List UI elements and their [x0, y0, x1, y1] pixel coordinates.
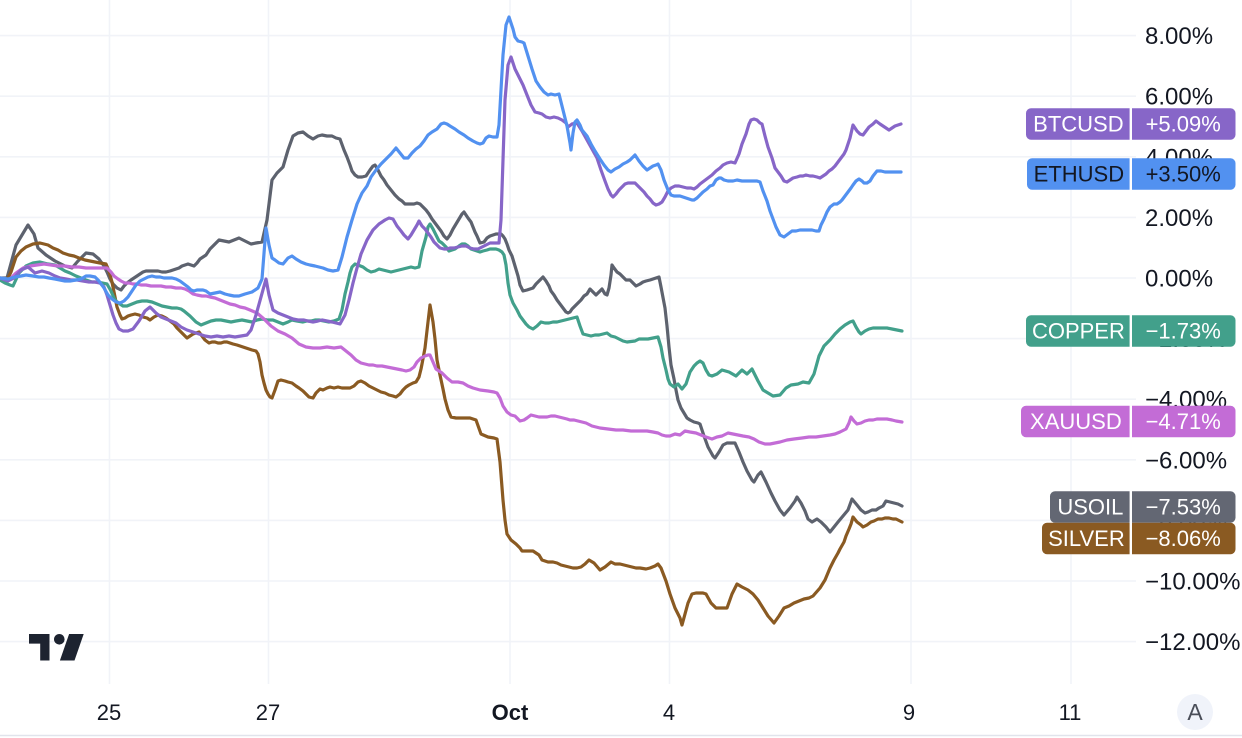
- svg-text:25: 25: [97, 700, 121, 725]
- svg-text:11: 11: [1059, 700, 1082, 725]
- svg-text:4: 4: [663, 700, 675, 725]
- svg-text:XAUUSD: XAUUSD: [1030, 409, 1122, 434]
- svg-text:−10.00%: −10.00%: [1145, 569, 1240, 596]
- svg-text:−6.00%: −6.00%: [1145, 447, 1227, 474]
- svg-text:USOIL: USOIL: [1057, 495, 1123, 520]
- svg-text:ETHUSD: ETHUSD: [1034, 162, 1124, 187]
- svg-text:−7.53%: −7.53%: [1146, 495, 1221, 520]
- svg-text:−12.00%: −12.00%: [1145, 629, 1240, 656]
- svg-text:8.00%: 8.00%: [1145, 23, 1213, 50]
- svg-text:A: A: [1187, 699, 1203, 725]
- svg-text:−8.06%: −8.06%: [1146, 526, 1221, 551]
- svg-text:+3.50%: +3.50%: [1146, 162, 1221, 187]
- svg-text:COPPER: COPPER: [1032, 319, 1125, 344]
- svg-text:Oct: Oct: [492, 700, 529, 725]
- svg-text:0.00%: 0.00%: [1145, 266, 1213, 293]
- svg-text:−1.73%: −1.73%: [1146, 319, 1221, 344]
- svg-text:9: 9: [903, 700, 915, 725]
- svg-text:+5.09%: +5.09%: [1146, 112, 1221, 137]
- svg-text:2.00%: 2.00%: [1145, 205, 1213, 232]
- svg-text:−4.71%: −4.71%: [1146, 409, 1221, 434]
- svg-text:27: 27: [256, 700, 280, 725]
- svg-text:SILVER: SILVER: [1048, 526, 1125, 551]
- svg-text:BTCUSD: BTCUSD: [1033, 112, 1123, 137]
- svg-text:6.00%: 6.00%: [1145, 84, 1213, 111]
